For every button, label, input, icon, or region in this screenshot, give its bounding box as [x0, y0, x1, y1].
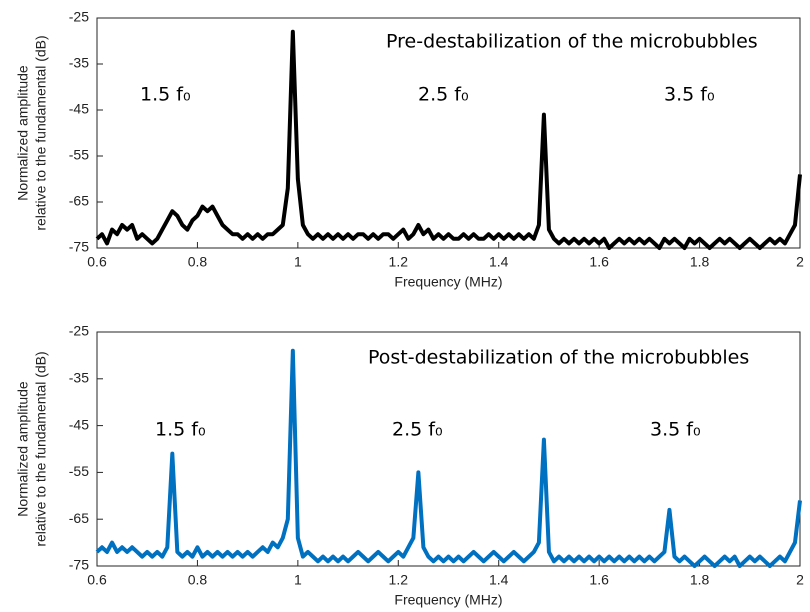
y-tick-label: -25	[69, 9, 89, 25]
x-tick-label: 1.2	[389, 572, 409, 588]
spectrum-line	[95, 29, 802, 250]
y-tick-label: -55	[69, 463, 89, 479]
x-tick-label: 1.6	[589, 254, 609, 270]
plot-title: Post-destabilization of the microbubbles	[368, 347, 749, 369]
x-tick-label: 1.8	[690, 254, 710, 270]
y-tick-label: -65	[69, 510, 89, 526]
x-tick-label: 1.4	[489, 254, 509, 270]
x-tick-label: 1.4	[489, 572, 509, 588]
x-tick-label: 1.2	[389, 254, 409, 270]
x-tick-label: 0.6	[87, 254, 107, 270]
y-tick-label: -35	[69, 55, 89, 71]
x-tick-label: 1	[294, 572, 302, 588]
y-axis-label: Normalized amplitude	[15, 381, 31, 517]
harmonic-label: 1.5 f₀	[140, 84, 191, 106]
harmonic-label: 3.5 f₀	[664, 84, 715, 106]
x-axis-label: Frequency (MHz)	[394, 274, 502, 290]
y-tick-label: -55	[69, 147, 89, 163]
x-tick-label: 0.8	[188, 572, 208, 588]
x-tick-label: 2	[796, 254, 804, 270]
plot-title: Pre-destabilization of the microbubbles	[386, 31, 758, 53]
harmonic-label: 2.5 f₀	[418, 84, 469, 106]
y-tick-label: -75	[69, 239, 89, 255]
x-tick-label: 1	[294, 254, 302, 270]
x-tick-label: 1.8	[690, 572, 710, 588]
harmonic-label: 2.5 f₀	[392, 419, 443, 441]
y-tick-label: -65	[69, 193, 89, 209]
x-tick-label: 0.6	[87, 572, 107, 588]
spectrum-line	[95, 348, 802, 568]
plot-area	[96, 331, 801, 567]
x-tick-label: 2	[796, 572, 804, 588]
x-tick-label: 1.6	[589, 572, 609, 588]
x-axis-label: Frequency (MHz)	[394, 592, 502, 608]
y-axis-label: relative to the fundamental (dB)	[33, 35, 49, 230]
y-axis-label: Normalized amplitude	[15, 65, 31, 201]
plot-area	[96, 17, 801, 249]
harmonic-label: 1.5 f₀	[155, 419, 206, 441]
y-tick-label: -35	[69, 370, 89, 386]
y-tick-label: -25	[69, 323, 89, 339]
x-tick-label: 0.8	[188, 254, 208, 270]
y-tick-label: -75	[69, 557, 89, 573]
y-tick-label: -45	[69, 416, 89, 432]
y-tick-label: -45	[69, 101, 89, 117]
harmonic-label: 3.5 f₀	[650, 419, 701, 441]
y-axis-label: relative to the fundamental (dB)	[33, 351, 49, 546]
